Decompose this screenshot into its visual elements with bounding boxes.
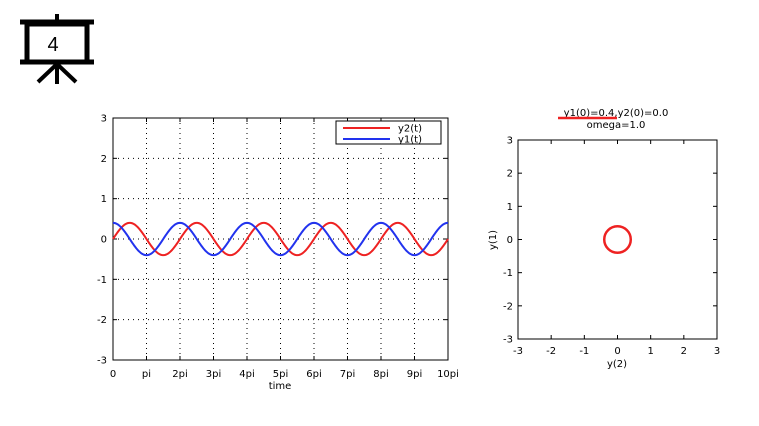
x-tick-label: 7pi: [340, 369, 356, 380]
phase-x-tick-label: -1: [579, 346, 589, 357]
phase-x-axis-label: y(2): [607, 359, 627, 370]
phase-x-tick-label: 2: [681, 346, 687, 357]
y-tick-label: 0: [101, 235, 107, 246]
phase-y-tick-label: -2: [503, 301, 513, 312]
series-line-y1t: [112, 221, 449, 257]
y-tick-label: -3: [97, 356, 107, 367]
slide-number: 4: [47, 34, 58, 56]
phase-x-tick-label: 3: [714, 346, 720, 357]
phase-x-tick-label: 1: [647, 346, 653, 357]
phase-plot-frame: [517, 139, 718, 340]
phase-orbit-circle: [602, 224, 633, 255]
phase-y-tick-label: 3: [507, 136, 513, 147]
phase-title-line2: omega=1.0: [587, 120, 646, 131]
axis-ticks: 0 pi 2pi 3pi 4pi 5pi 6pi 7pi 8pi 9pi 10pi 3 2 1 0 -1 -2 -…: [97, 114, 459, 381]
legend: y2(t)y1(t): [335, 120, 442, 146]
phase-y-tick-label: 1: [507, 202, 513, 213]
x-tick-label: 4pi: [239, 369, 255, 380]
y-tick-label: 1: [101, 194, 107, 205]
x-tick-label: 0: [110, 369, 116, 380]
x-axis-label: time: [269, 381, 292, 392]
phase-series-group: [602, 224, 633, 255]
x-tick-label: 9pi: [407, 369, 423, 380]
phase-axis-ticks: -3 -2 -1 0 1 2 3 3 2 1 0 -1 -2 -3: [503, 136, 720, 358]
stand-leg-right: [55, 62, 78, 84]
time-series-chart: 0 pi 2pi 3pi 4pi 5pi 6pi 7pi 8pi 9pi 10pi 3 2 1 0 -1 -2 -…: [97, 114, 459, 393]
phase-y-tick-label: 2: [507, 169, 513, 180]
x-tick-label: 5pi: [273, 369, 289, 380]
phase-x-tick-label: 0: [614, 346, 620, 357]
legend-box: [335, 120, 442, 145]
phase-x-tick-label: -3: [513, 346, 523, 357]
x-tick-label: 10pi: [437, 369, 459, 380]
phase-y-tick-label: 0: [507, 235, 513, 246]
x-tick-label: 8pi: [373, 369, 389, 380]
x-tick-label: 2pi: [172, 369, 188, 380]
phase-y-axis-label: y(1): [488, 230, 499, 250]
legend-label: y1(t): [398, 135, 422, 146]
x-tick-label: 6pi: [306, 369, 322, 380]
projector-screen-icon: 4: [20, 14, 94, 84]
phase-title-line1: y1(0)=0.4,y2(0)=0.0: [564, 108, 669, 119]
x-tick-label: pi: [142, 369, 151, 380]
y-tick-label: -1: [97, 275, 107, 286]
phase-y-tick-label: -1: [503, 268, 513, 279]
series-group: [112, 221, 449, 257]
x-tick-label: 3pi: [206, 369, 222, 380]
series-line-y2t: [112, 221, 449, 257]
y-tick-label: 2: [101, 154, 107, 165]
phase-y-tick-label: -3: [503, 335, 513, 346]
legend-label: y2(t): [398, 124, 422, 135]
phase-x-tick-label: -2: [546, 346, 556, 357]
y-tick-label: 3: [101, 114, 107, 125]
stand-leg-left: [36, 62, 59, 84]
y-tick-label: -2: [97, 315, 107, 326]
